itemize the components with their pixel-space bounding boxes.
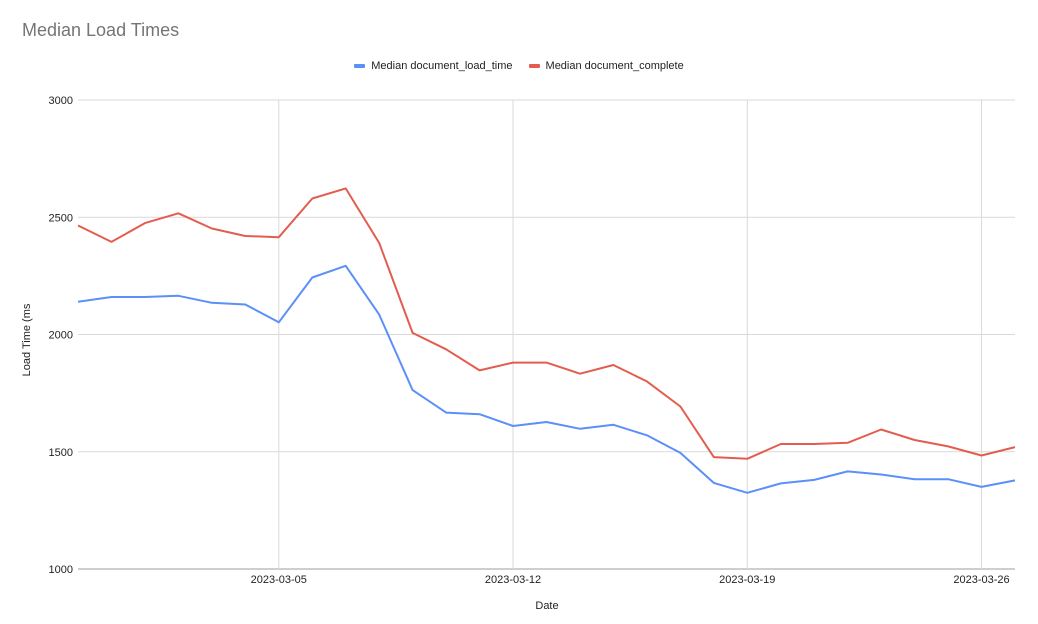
- chart-title: Median Load Times: [22, 20, 180, 40]
- legend-swatch-document-complete: [528, 64, 540, 68]
- y-tick-label: 3000: [49, 95, 73, 107]
- series-line-document-complete[interactable]: [77, 187, 1016, 460]
- legend-swatch-load-time: [354, 64, 366, 68]
- chart-legend: Median document_load_time Median documen…: [0, 60, 1038, 72]
- legend-label-document-complete: Median document_complete: [545, 60, 684, 72]
- y-axis-label: Load Time (ms: [21, 303, 33, 376]
- x-axis-label: Date: [535, 600, 558, 612]
- y-tick-label: 1500: [49, 447, 73, 459]
- series-line-load-time[interactable]: [77, 264, 1016, 494]
- y-tick-label: 2000: [49, 330, 73, 342]
- y-tick-label: 2500: [49, 212, 73, 224]
- x-axis-ticks: 2023-03-05 2023-03-12 2023-03-19 2023-03-26: [251, 574, 1010, 586]
- legend-label-load-time: Median document_load_time: [371, 60, 513, 72]
- x-tick-label: 2023-03-05: [251, 574, 307, 586]
- x-tick-label: 2023-03-26: [953, 574, 1009, 586]
- grid-lines: [78, 99, 1015, 570]
- y-axis-ticks: 1000 1500 2000 2500 3000: [49, 95, 73, 576]
- legend-item-load-time[interactable]: Median document_load_time: [354, 60, 513, 72]
- legend-item-document-complete[interactable]: Median document_complete: [528, 60, 684, 72]
- x-tick-label: 2023-03-12: [485, 574, 541, 586]
- x-tick-label: 2023-03-19: [719, 574, 775, 586]
- series-lines: [77, 187, 1016, 494]
- y-tick-label: 1000: [49, 564, 73, 576]
